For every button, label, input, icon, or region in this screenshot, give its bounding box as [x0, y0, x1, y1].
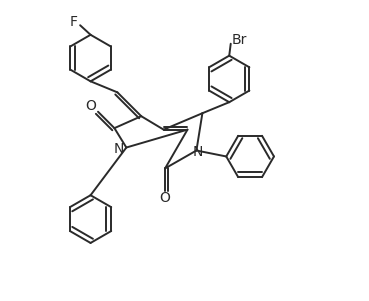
Text: N: N — [114, 142, 124, 156]
Text: O: O — [160, 191, 170, 205]
Text: F: F — [70, 15, 77, 29]
Text: Br: Br — [232, 33, 247, 47]
Text: O: O — [85, 99, 96, 113]
Text: N: N — [192, 145, 203, 159]
